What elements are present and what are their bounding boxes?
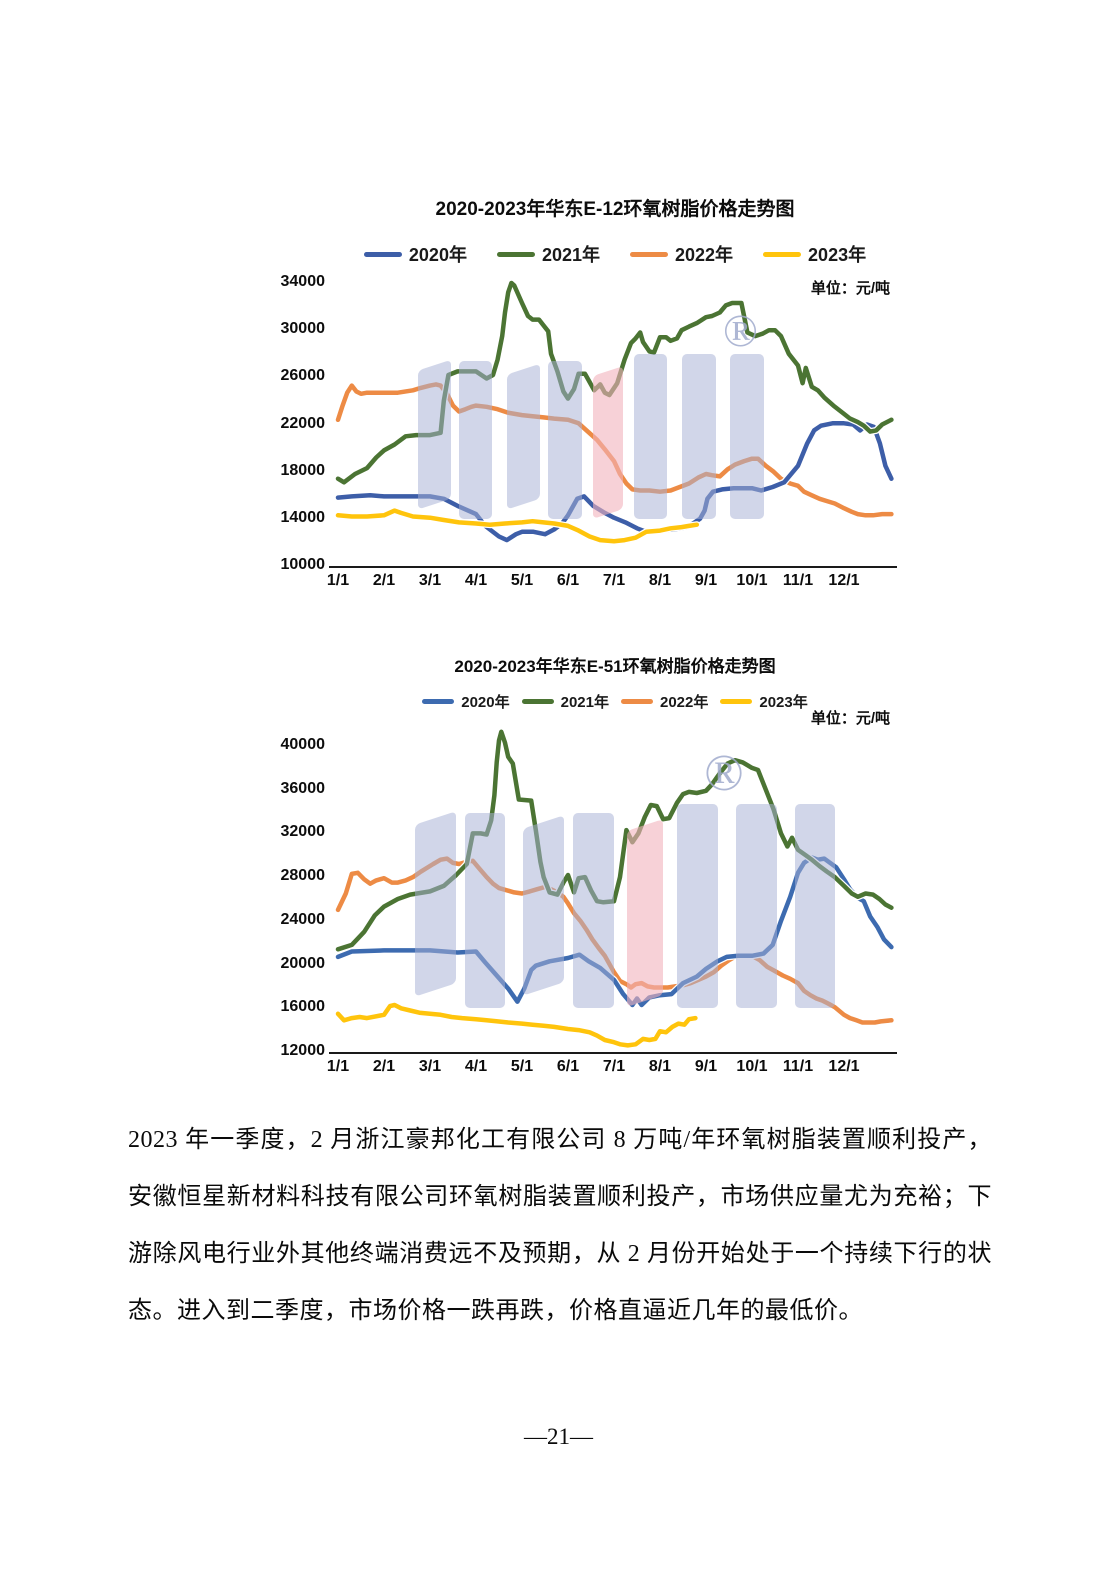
legend-item: 2021年: [496, 241, 600, 267]
legend-item: 2020年: [363, 241, 467, 267]
legend-line-swatch: [422, 699, 455, 704]
unit-label: 单位：元/吨: [810, 280, 890, 297]
x-axis-tick-label: 10/1: [736, 1058, 768, 1075]
y-axis-tick-label: 16000: [280, 998, 326, 1016]
x-axis-tick-label: 9/1: [694, 572, 718, 589]
x-axis-tick-label: 6/1: [556, 572, 580, 589]
x-axis-tick-label: 11/1: [782, 572, 814, 589]
x-axis-tick-label: 9/1: [694, 1058, 718, 1075]
y-axis-tick-label: 18000: [280, 461, 326, 479]
legend-line-swatch: [621, 699, 653, 704]
y-axis-tick-label: 32000: [280, 823, 326, 841]
x-axis-tick-label: 12/1: [828, 572, 860, 589]
x-axis-tick-label: 1/1: [326, 1058, 350, 1075]
x-axis-tick-label: 7/1: [602, 1058, 626, 1075]
x-axis-tick-label: 11/1: [782, 1058, 814, 1075]
legend-label: 2023年: [759, 694, 808, 711]
legend-item: 2020年: [422, 691, 510, 712]
x-axis-tick-label: 7/1: [602, 572, 626, 589]
x-axis-tick-label: 3/1: [418, 1058, 442, 1075]
y-axis-tick-label: 40000: [280, 736, 326, 753]
series-line-casing-2022年: [335, 855, 895, 1026]
x-axis-tick-label: 3/1: [418, 572, 442, 589]
y-axis-tick-label: 22000: [280, 414, 326, 432]
legend-line-swatch: [363, 251, 402, 257]
y-axis-tick-label: 34000: [280, 273, 326, 290]
x-axis-tick-label: 2/1: [372, 1058, 396, 1075]
legend-item: 2023年: [720, 691, 808, 712]
x-axis-tick-label: 12/1: [828, 1058, 860, 1075]
x-axis-tick-label: 8/1: [648, 572, 672, 589]
series-line-2023年: [335, 1002, 698, 1048]
y-axis-tick-label: 28000: [280, 867, 326, 885]
legend-label: 2022年: [675, 245, 734, 265]
x-axis-line: [329, 1052, 897, 1054]
series-line-2020年: [335, 421, 894, 543]
x-axis-tick-label: 10/1: [736, 572, 768, 589]
x-axis-tick-label: 5/1: [510, 572, 534, 589]
series-line-2023年: [335, 508, 700, 544]
series-line-casing-2021年: [335, 728, 895, 953]
legend-item: 2022年: [630, 241, 733, 267]
y-axis-tick-label: 12000: [280, 1042, 326, 1059]
x-axis-tick-label: 4/1: [464, 1058, 488, 1075]
legend-label: 2023年: [808, 245, 867, 265]
y-axis-tick-label: 20000: [280, 954, 326, 972]
y-axis-tick-label: 30000: [280, 320, 326, 338]
x-axis-line: [329, 566, 897, 568]
series-line-2021年: [335, 729, 894, 952]
chart-title: 2020-2023年华东E-12环氧树脂价格走势图: [435, 199, 795, 220]
legend-line-swatch: [630, 251, 668, 257]
legend-label: 2021年: [560, 694, 609, 711]
unit-label: 单位：元/吨: [810, 710, 890, 727]
legend-label: 2022年: [660, 694, 709, 711]
legend-item: 2022年: [621, 691, 708, 712]
chart-plot-area: [335, 728, 895, 1049]
y-axis-tick-label: 26000: [280, 367, 326, 385]
x-axis-tick-label: 5/1: [510, 1058, 534, 1075]
legend-item: 2021年: [521, 691, 609, 712]
y-axis-tick-label: 24000: [280, 910, 326, 928]
legend-line-swatch: [720, 699, 753, 704]
chart-legend: 2020年 2021年 2022年 2023年: [335, 691, 895, 712]
y-axis-tick-label: 36000: [280, 779, 326, 797]
body-paragraph: 2023 年一季度，2 月浙江豪邦化工有限公司 8 万吨/年环氧树脂装置顺利投产…: [128, 1127, 992, 1324]
series-line-2020年: [335, 855, 894, 1008]
page-number: —21—: [524, 1424, 593, 1449]
legend-label: 2020年: [408, 245, 467, 265]
x-axis-tick-label: 8/1: [648, 1058, 672, 1075]
y-axis-tick-label: 14000: [280, 508, 326, 526]
legend-line-swatch: [521, 699, 554, 704]
chart-title: 2020-2023年华东E-51环氧树脂价格走势图: [454, 657, 776, 676]
x-axis-tick-label: 1/1: [326, 572, 350, 589]
x-axis-tick-label: 4/1: [464, 572, 488, 589]
chart-plot-area: [335, 279, 895, 545]
x-axis-tick-label: 6/1: [556, 1058, 580, 1075]
legend-item: 2023年: [763, 241, 866, 267]
chart-legend: 2020年 2021年 2022年 2023年: [335, 241, 895, 267]
legend-label: 2021年: [541, 245, 600, 265]
x-axis-tick-label: 2/1: [372, 572, 396, 589]
legend-line-swatch: [763, 251, 802, 257]
legend-label: 2020年: [461, 694, 510, 711]
legend-line-swatch: [496, 251, 535, 257]
y-axis-tick-label: 10000: [280, 556, 326, 573]
